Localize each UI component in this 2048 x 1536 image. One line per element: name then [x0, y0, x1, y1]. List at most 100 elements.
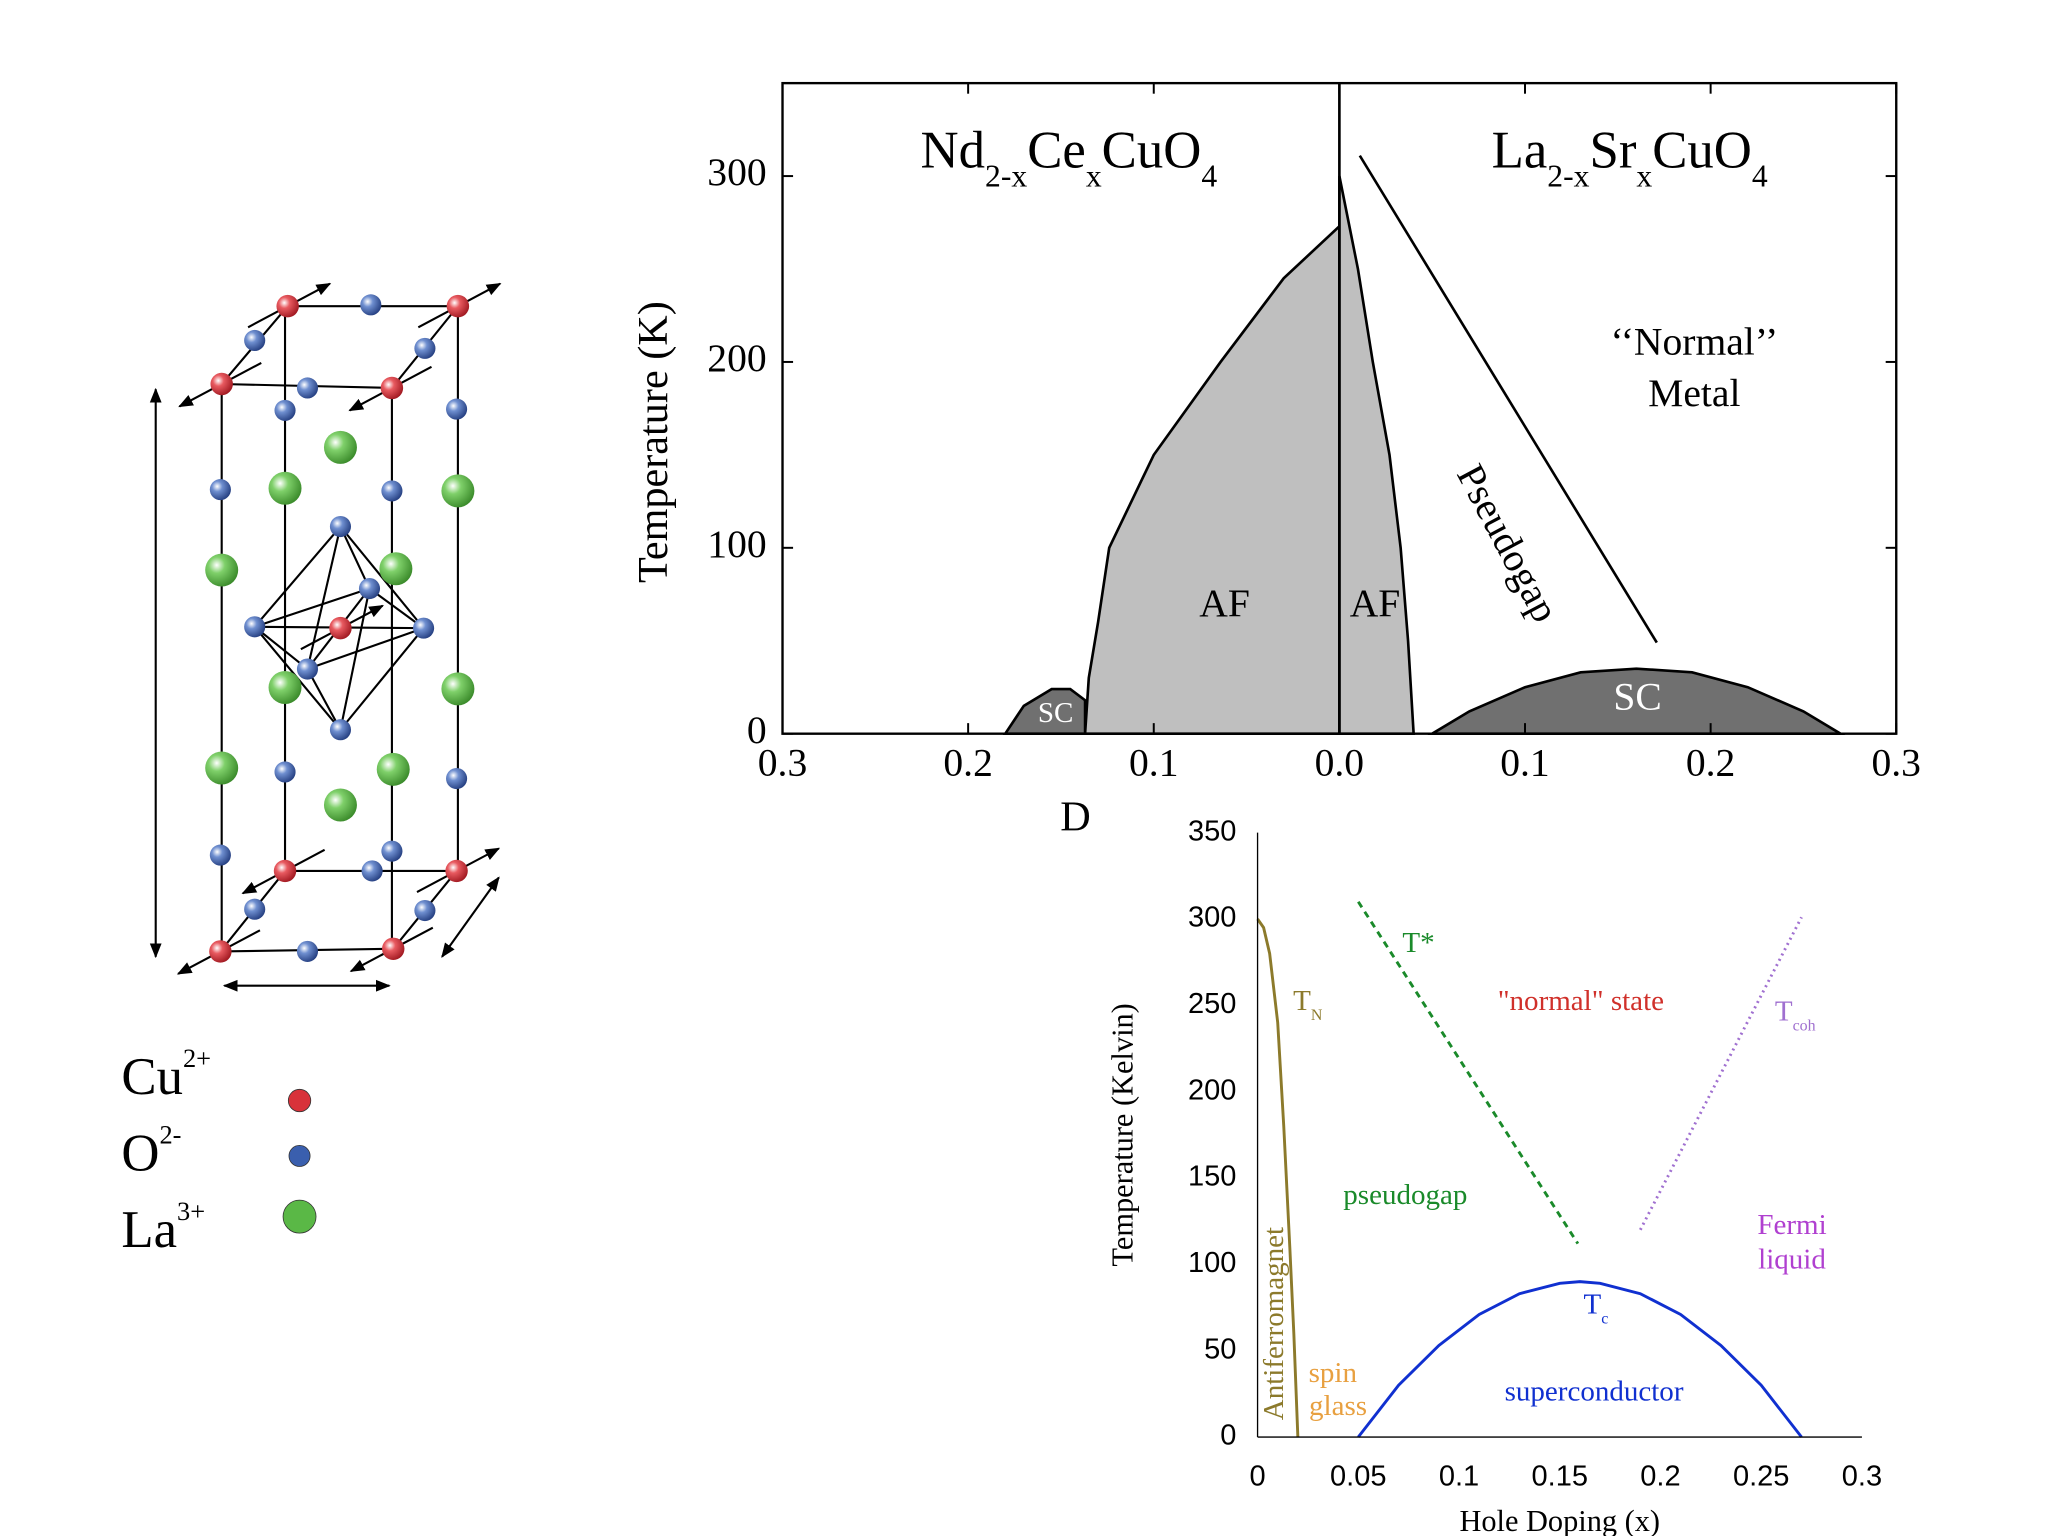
charge: 2- [160, 1120, 182, 1150]
phase-region [1427, 667, 1846, 736]
title-subscript: x [1636, 159, 1652, 194]
atom [381, 840, 403, 862]
bond [339, 627, 425, 731]
phase-region [1338, 175, 1416, 736]
atom [358, 577, 381, 600]
x-tick-label: 0.3 [1842, 1461, 1882, 1493]
y-tick-label: 300 [707, 150, 766, 194]
annotation-text: Pseudogap [1448, 457, 1567, 629]
annotation-text: SC [1613, 675, 1661, 719]
annotation: Antiferromagnet [1258, 1227, 1290, 1420]
phase-region [1083, 223, 1341, 736]
atom [446, 294, 470, 318]
annotation-text: T [1293, 985, 1311, 1017]
title-part: CuO [1102, 122, 1202, 180]
atom [329, 719, 352, 741]
annotation: AF [1350, 581, 1401, 625]
annotation: AF [1199, 581, 1250, 625]
atom [209, 479, 231, 501]
atom [296, 940, 319, 962]
x-tick-label: 0.15 [1532, 1461, 1588, 1493]
title-subscript: 4 [1201, 159, 1217, 194]
atom [441, 474, 475, 508]
y-axis-label: Temperature (K) [630, 301, 677, 583]
annotation: superconductor [1505, 1375, 1684, 1407]
atom [276, 294, 299, 318]
title-part: La [1492, 122, 1548, 180]
annotation-text: AF [1350, 581, 1401, 625]
annotation-text: Metal [1648, 371, 1740, 415]
title-subscript: 2-x [1547, 159, 1589, 194]
annotation-text: spin [1309, 1357, 1358, 1389]
annotation: Tc [1584, 1288, 1609, 1327]
atom [296, 377, 319, 399]
chart-title: La2-xSrxCuO4 [1492, 122, 1768, 194]
bond [368, 587, 425, 629]
annotation: Tcoh [1775, 995, 1816, 1034]
annotation: pseudogap [1343, 1179, 1467, 1211]
x-tick-label: 0.3 [1872, 741, 1921, 785]
title-subscript: 4 [1752, 159, 1768, 194]
annotation: SC [1038, 697, 1074, 729]
annotation-text: liquid [1758, 1243, 1826, 1275]
annotation-subscript: N [1311, 1007, 1323, 1024]
annotation: Metal [1648, 371, 1740, 415]
annotation-text: "normal" state [1498, 985, 1664, 1017]
title-part: Sr [1589, 122, 1636, 180]
bond [306, 668, 342, 731]
title-subscript: 2-x [985, 159, 1027, 194]
bond [306, 526, 342, 670]
atom [274, 399, 296, 421]
annotation-text: T [1775, 995, 1793, 1027]
atom [379, 552, 413, 586]
atom [273, 859, 297, 883]
title-subscript: x [1086, 159, 1102, 194]
atom [414, 899, 436, 922]
atom [296, 658, 319, 680]
hole-phase-diagram: 0 0.05 0.1 0.15 0.2 0.25 0.3 0 50 100 150 200 250 300… [1106, 815, 1883, 1536]
x-tick-label: 0 [1249, 1461, 1265, 1493]
annotation: T* [1402, 926, 1434, 958]
title-part: CuO [1652, 122, 1752, 180]
inset-background [1095, 789, 1967, 1536]
annotation: "normal" state [1498, 985, 1664, 1017]
atom [209, 844, 231, 866]
annotation-text: T [1584, 1288, 1602, 1320]
phase-boundary [1357, 1280, 1803, 1438]
x-axis-label: D [1060, 793, 1091, 840]
annotation: Pseudogap [1448, 457, 1567, 629]
atom [323, 788, 357, 822]
y-axis-label: Temperature (Kelvin) [1106, 1003, 1140, 1266]
bond [254, 587, 370, 628]
atom [441, 672, 475, 706]
y-tick-label: 200 [1188, 1074, 1236, 1106]
annotation-text: T* [1402, 926, 1434, 958]
atom [376, 752, 410, 786]
bond [253, 525, 342, 628]
legend-label: O2- [121, 1120, 181, 1183]
x-tick-label: 0.0 [1315, 741, 1364, 785]
x-tick-label: 0.1 [1500, 741, 1549, 785]
bond [307, 627, 424, 671]
ion: O [121, 1125, 159, 1183]
atom [361, 860, 383, 882]
phase-boundary [1358, 154, 1658, 644]
bond [339, 588, 371, 730]
x-tick-label: 0.05 [1330, 1461, 1386, 1493]
annotation: liquid [1758, 1243, 1826, 1275]
legend-label: Cu2+ [121, 1043, 211, 1106]
x-axis-label: Hole Doping (x) [1459, 1504, 1660, 1536]
atom [414, 337, 436, 359]
annotation-text: superconductor [1505, 1375, 1684, 1407]
x-tick-label: 0.2 [1686, 741, 1735, 785]
bond [339, 526, 371, 589]
crystal-structure: Cu2+ O2- La3+ [121, 282, 502, 1259]
chart-title: Nd2-xCexCuO4 [921, 122, 1218, 194]
phase-boundary [1256, 918, 1300, 1438]
atom [274, 761, 296, 783]
y-tick-label: 300 [1188, 902, 1236, 934]
annotation-text: AF [1199, 581, 1250, 625]
x-tick-label: 0.3 [758, 741, 807, 785]
